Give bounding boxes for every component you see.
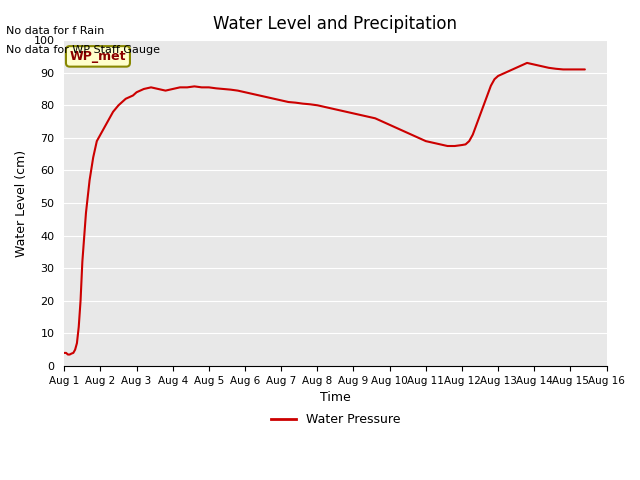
Title: Water Level and Precipitation: Water Level and Precipitation: [213, 15, 458, 33]
Text: No data for f Rain: No data for f Rain: [6, 25, 105, 36]
Text: No data for WP Staff Gauge: No data for WP Staff Gauge: [6, 45, 161, 55]
Text: WP_met: WP_met: [70, 50, 126, 63]
Y-axis label: Water Level (cm): Water Level (cm): [15, 149, 28, 257]
X-axis label: Time: Time: [320, 391, 351, 404]
Legend: Water Pressure: Water Pressure: [266, 408, 405, 432]
